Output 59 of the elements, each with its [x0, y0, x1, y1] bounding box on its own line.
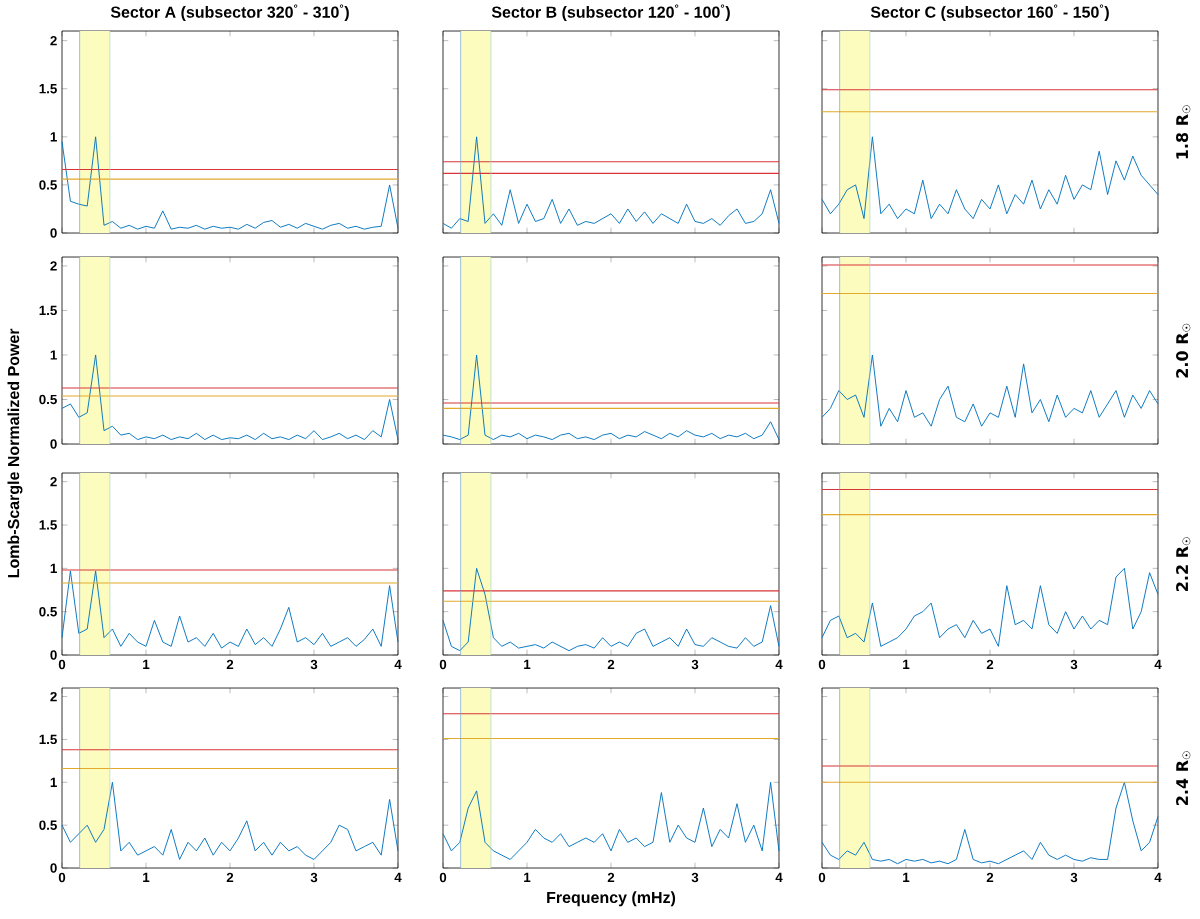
x-tick-label: 4 — [1154, 872, 1162, 882]
y-tick-label: 0.5 — [39, 180, 57, 190]
y-tick-label: 0.5 — [39, 820, 57, 830]
y-tick-label: 0.5 — [39, 394, 57, 405]
x-tick-label: 1 — [903, 659, 910, 669]
x-tick-label: 4 — [394, 659, 402, 669]
x-tick-label: 3 — [310, 659, 318, 670]
x-tick-label: 3 — [1070, 872, 1078, 883]
y-tick-label: 1.5 — [39, 520, 57, 530]
y-tick-label: 1 — [50, 777, 57, 787]
x-tick-label: 0 — [58, 872, 66, 883]
x-tick-label: 1 — [524, 659, 531, 669]
y-tick-label: 0 — [50, 650, 57, 660]
y-tick-label: 2 — [50, 261, 57, 271]
y-tick-label: 1.5 — [39, 734, 57, 745]
x-tick-label: 3 — [691, 659, 699, 670]
x-tick-label: 3 — [1070, 659, 1078, 670]
y-tick-label: 1.5 — [39, 305, 57, 316]
y-tick-label: 2 — [50, 691, 57, 702]
x-tick-label: 2 — [607, 872, 615, 883]
y-tick-label: 0 — [50, 228, 57, 238]
y2-axis-title: 2.4 R$_{☉}$ — [1176, 751, 1191, 805]
y-tick-label: 1 — [50, 350, 57, 360]
x-tick-label: 0 — [439, 659, 447, 670]
x-tick-label: 2 — [986, 659, 994, 670]
x-tick-label: 2 — [226, 872, 234, 883]
y-tick-label: 0 — [50, 863, 57, 873]
x-tick-label: 1 — [903, 872, 910, 882]
chart-title: Sector A (subsector 320$^{°}$ - 310$^{°}$) — [110, 4, 349, 21]
y-tick-label: 2 — [50, 35, 57, 46]
y-axis-title: Lomb-Scargle Normalized Power — [7, 328, 23, 578]
x-tick-label: 1 — [524, 872, 531, 882]
x-tick-label: 0 — [818, 659, 826, 670]
x-tick-label: 2 — [607, 659, 615, 670]
x-tick-label: 4 — [1154, 659, 1162, 669]
x-axis-title: Frequency (mHz) — [547, 891, 676, 907]
y-tick-label: 1 — [50, 132, 57, 142]
chart-title: Sector B (subsector 120$^{°}$ - 100$^{°}$) — [491, 4, 730, 21]
x-tick-label: 3 — [691, 872, 699, 883]
y2-axis-title: 2.2 R$_{☉}$ — [1176, 537, 1191, 591]
x-tick-label: 1 — [143, 872, 150, 882]
x-tick-label: 4 — [775, 659, 783, 669]
x-tick-label: 3 — [310, 872, 318, 883]
chart-title: Sector C (subsector 160$^{°}$ - 150$^{°}$) — [870, 4, 1109, 21]
x-tick-label: 2 — [986, 872, 994, 883]
x-tick-label: 4 — [775, 872, 783, 882]
x-tick-label: 0 — [439, 872, 447, 883]
x-tick-label: 1 — [143, 659, 150, 669]
x-tick-label: 0 — [58, 659, 66, 670]
x-tick-label: 0 — [818, 872, 826, 883]
y2-axis-title: 1.8 R$_{☉}$ — [1176, 105, 1191, 159]
y2-axis-title: 2.0 R$_{☉}$ — [1176, 323, 1191, 378]
y-tick-label: 0 — [50, 439, 57, 449]
y-tick-label: 2 — [50, 477, 57, 487]
y-tick-label: 1 — [50, 563, 57, 573]
y-tick-label: 1.5 — [39, 84, 57, 94]
x-tick-label: 2 — [226, 659, 234, 670]
x-tick-label: 4 — [394, 872, 402, 882]
y-tick-label: 0.5 — [39, 606, 57, 617]
